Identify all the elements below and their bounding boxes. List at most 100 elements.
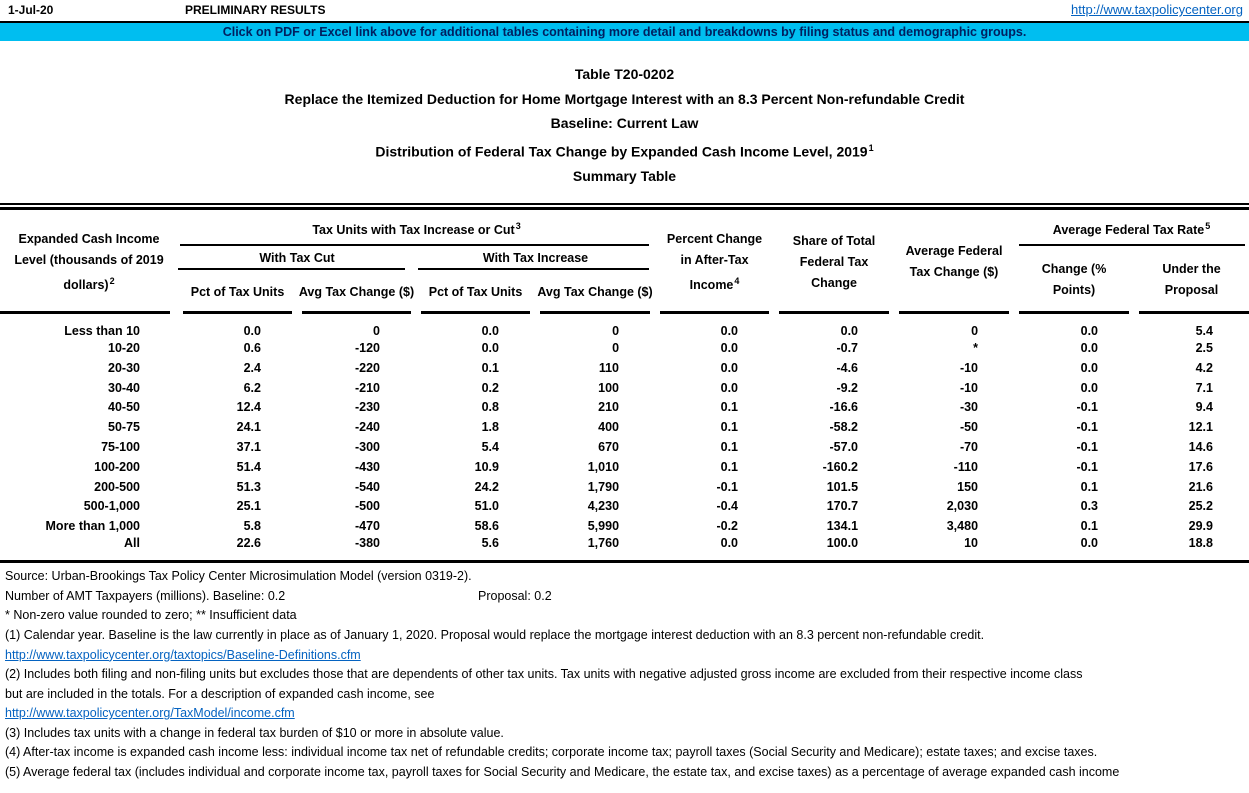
data-cell: 10 bbox=[964, 536, 979, 551]
data-cell: -0.1 bbox=[1076, 440, 1099, 455]
data-cell: 170.7 bbox=[826, 499, 859, 514]
data-cell: -300 bbox=[354, 440, 380, 455]
footnote: (5) Average federal tax (includes indivi… bbox=[5, 765, 1120, 780]
data-cell: -470 bbox=[354, 519, 380, 534]
row-label: All bbox=[124, 536, 140, 551]
data-cell: 0.0 bbox=[1080, 360, 1099, 375]
tpc-url-link[interactable]: http://www.taxpolicycenter.org bbox=[1071, 2, 1243, 17]
data-cell: -58.2 bbox=[829, 420, 859, 435]
data-cell: 25.1 bbox=[236, 499, 261, 514]
data-cell: 0.0 bbox=[720, 536, 739, 551]
data-cell: 12.1 bbox=[1188, 420, 1213, 435]
data-cell: -0.7 bbox=[836, 341, 859, 356]
group-header-tax-units: Tax Units with Tax Increase or Cut3 bbox=[178, 210, 655, 247]
data-cell: 101.5 bbox=[826, 479, 859, 494]
data-cell: 0.0 bbox=[1080, 536, 1099, 551]
data-cell: 100 bbox=[598, 380, 620, 395]
income-distribution-table: Expanded Cash Income Level (thousands of… bbox=[0, 210, 1249, 560]
row-label: 50-75 bbox=[108, 420, 140, 435]
data-cell: 0.1 bbox=[720, 440, 739, 455]
data-cell: -4.6 bbox=[836, 360, 859, 375]
table-body: Less than 10 0.0 0 0.0 0 0.0 0.0 0 0.0 5.4 10-20 0.… bbox=[0, 314, 1249, 560]
data-cell: * bbox=[973, 341, 979, 356]
data-cell: 58.6 bbox=[474, 519, 499, 534]
table-row: Less than 10 0.0 0 0.0 0 0.0 0.0 0 0.0 5.4 bbox=[0, 314, 1249, 338]
table-row: 75-100 37.1 -300 5.4 670 0.1 -57.0 -70 -0.1 14.6 bbox=[0, 437, 1249, 457]
data-cell: -240 bbox=[354, 420, 380, 435]
footnote: Source: Urban-Brookings Tax Policy Cente… bbox=[5, 569, 472, 584]
col-header-inc-pct-units: Pct of Tax Units bbox=[416, 270, 535, 315]
data-cell: 24.1 bbox=[236, 420, 261, 435]
data-cell: 0.0 bbox=[720, 324, 739, 339]
row-label: 500-1,000 bbox=[83, 499, 140, 514]
row-label: 10-20 bbox=[108, 341, 140, 356]
distribution-subtitle: Distribution of Federal Tax Change by Ex… bbox=[375, 142, 874, 160]
data-cell: 0.0 bbox=[1080, 324, 1099, 339]
footnote-link-row: http://www.taxpolicycenter.org/taxtopics… bbox=[5, 646, 1249, 666]
data-cell: 150 bbox=[957, 479, 979, 494]
data-cell: -30 bbox=[959, 400, 979, 415]
data-cell: -10 bbox=[959, 380, 979, 395]
amt-proposal-value: Proposal: 0.2 bbox=[478, 588, 552, 603]
summary-table-label: Summary Table bbox=[572, 167, 677, 184]
footnote: (2) Includes both filing and non-filing … bbox=[5, 667, 1083, 682]
data-cell: 0.8 bbox=[481, 400, 499, 415]
col-header-rate-change-points: Change (% Points) bbox=[1014, 246, 1134, 315]
data-cell: 6.2 bbox=[243, 380, 261, 395]
divider-line bbox=[0, 21, 1249, 23]
data-cell: 1.8 bbox=[481, 420, 499, 435]
footnote-link[interactable]: http://www.taxpolicycenter.org/taxtopics… bbox=[5, 647, 361, 662]
data-cell: 0 bbox=[612, 324, 620, 339]
data-cell: 3,480 bbox=[946, 519, 979, 534]
table-row: 100-200 51.4 -430 10.9 1,010 0.1 -160.2 -110 -0.… bbox=[0, 457, 1249, 477]
data-cell: 5.4 bbox=[481, 440, 499, 455]
data-cell: 51.3 bbox=[236, 479, 261, 494]
row-label: 75-100 bbox=[101, 440, 140, 455]
data-cell: 51.4 bbox=[236, 459, 261, 474]
data-cell: 1,760 bbox=[587, 536, 620, 551]
data-cell: 5.8 bbox=[243, 519, 261, 534]
data-cell: -120 bbox=[354, 341, 380, 356]
data-cell: -110 bbox=[953, 459, 979, 474]
table-row: More than 1,000 5.8 -470 58.6 5,990 -0.2 134.1… bbox=[0, 516, 1249, 536]
data-cell: -540 bbox=[354, 479, 380, 494]
data-cell: -0.4 bbox=[716, 499, 739, 514]
row-label: 20-30 bbox=[108, 360, 140, 375]
data-cell: 0 bbox=[612, 341, 620, 356]
data-cell: -500 bbox=[354, 499, 380, 514]
data-cell: -0.1 bbox=[1076, 459, 1099, 474]
data-cell: 0.0 bbox=[481, 341, 499, 356]
data-cell: 0.0 bbox=[243, 324, 261, 339]
table-row: 200-500 51.3 -540 24.2 1,790 -0.1 101.5 150 0.1 2… bbox=[0, 477, 1249, 497]
data-cell: 0 bbox=[373, 324, 380, 339]
data-cell: -220 bbox=[354, 360, 380, 375]
data-cell: -160.2 bbox=[822, 459, 859, 474]
data-cell: 9.4 bbox=[1195, 400, 1213, 415]
data-cell: 2.5 bbox=[1195, 341, 1213, 356]
footnote-link[interactable]: http://www.taxpolicycenter.org/TaxModel/… bbox=[5, 706, 295, 721]
col-header-cut-avg-change: Avg Tax Change ($) bbox=[297, 270, 416, 315]
top-bar: 1-Jul-20 PRELIMINARY RESULTS http://www.… bbox=[0, 0, 1249, 21]
baseline-subtitle: Baseline: Current Law bbox=[550, 115, 699, 131]
data-cell: 2,030 bbox=[946, 499, 979, 514]
table-row: 50-75 24.1 -240 1.8 400 0.1 -58.2 -50 -0.1 12.1 bbox=[0, 417, 1249, 437]
report-date: 1-Jul-20 bbox=[8, 3, 54, 17]
row-label: 30-40 bbox=[108, 380, 140, 395]
col-header-inc-avg-change: Avg Tax Change ($) bbox=[535, 270, 655, 315]
data-cell: -50 bbox=[959, 420, 979, 435]
data-cell: 0.1 bbox=[481, 360, 499, 375]
data-cell: 134.1 bbox=[826, 519, 859, 534]
data-cell: 5,990 bbox=[587, 519, 620, 534]
amt-baseline-value: Number of AMT Taxpayers (millions). Base… bbox=[5, 588, 286, 603]
amt-taxpayers-row: Number of AMT Taxpayers (millions). Base… bbox=[5, 587, 1249, 607]
data-cell: 1,010 bbox=[587, 459, 620, 474]
data-cell: 12.4 bbox=[236, 400, 261, 415]
data-cell: -0.1 bbox=[716, 479, 739, 494]
col-header-pct-change-after-tax-income: Percent Change in After-Tax Income4 bbox=[655, 210, 774, 315]
subgroup-header-with-tax-increase: With Tax Increase bbox=[416, 246, 655, 271]
data-cell: -230 bbox=[354, 400, 380, 415]
data-cell: 0.0 bbox=[1080, 341, 1099, 356]
col-header-avg-federal-tax-change: Average Federal Tax Change ($) bbox=[894, 210, 1014, 315]
row-label: 200-500 bbox=[94, 479, 140, 494]
table-number: Table T20-0202 bbox=[574, 66, 675, 82]
